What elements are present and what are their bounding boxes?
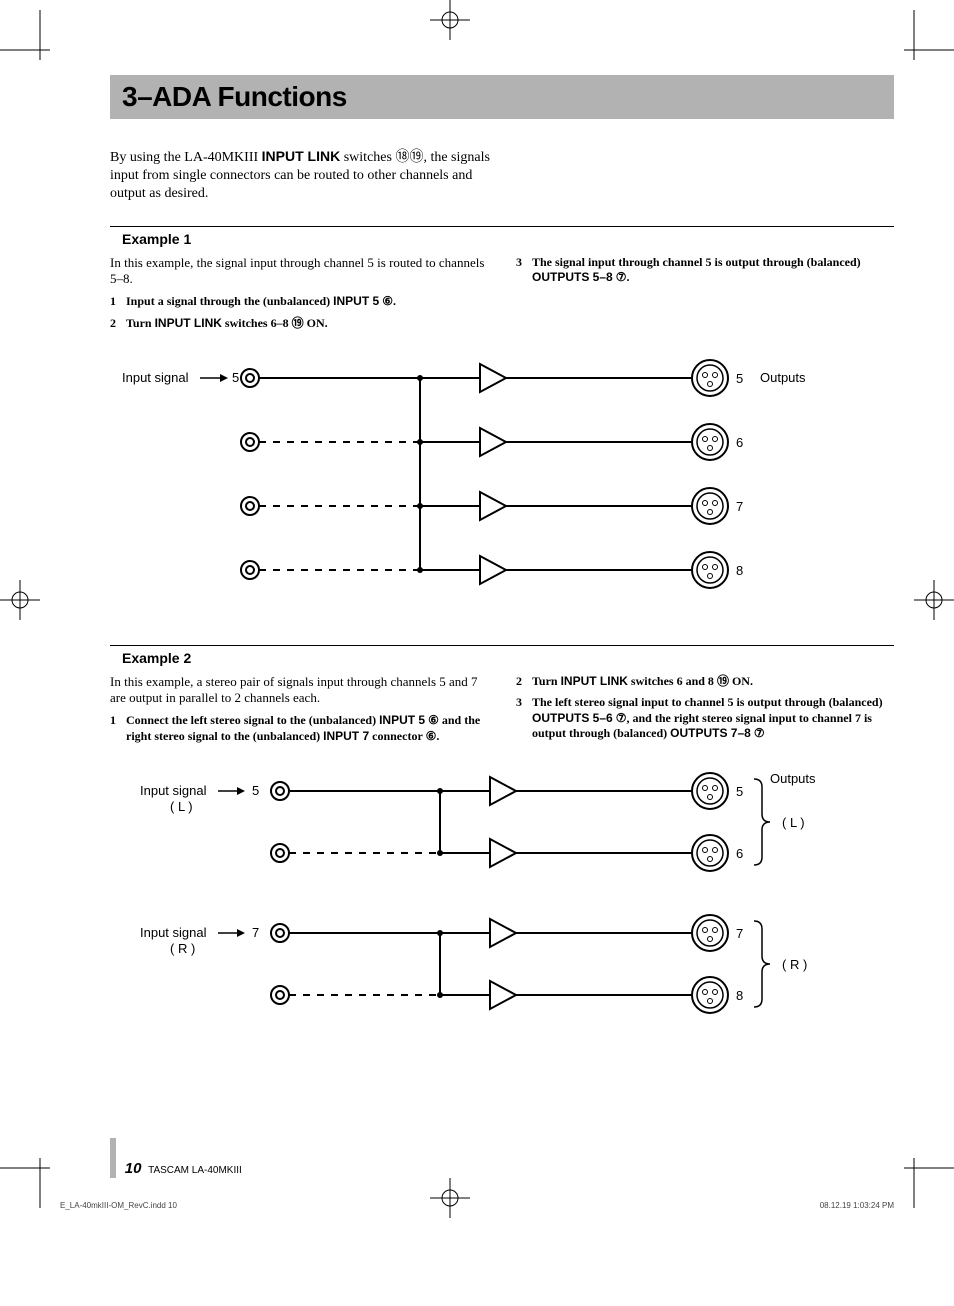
svg-text:Outputs: Outputs — [770, 771, 816, 786]
title-bar: 3–ADA Functions — [110, 75, 894, 119]
page-title: 3–ADA Functions — [122, 81, 347, 113]
rule — [110, 645, 894, 646]
svg-text:8: 8 — [736, 563, 743, 578]
prepress-info: E_LA-40mkIII-OM_RevC.indd 10 08.12.19 1:… — [60, 1201, 894, 1210]
example2-heading: Example 2 — [122, 650, 894, 666]
svg-text:5: 5 — [232, 370, 239, 385]
prepress-timestamp: 08.12.19 1:03:24 PM — [820, 1201, 894, 1210]
example1-step2: 2 Turn INPUT LINK switches 6–8 ⑲ ON. — [110, 316, 488, 332]
svg-text:Outputs: Outputs — [760, 370, 806, 385]
example2-lead: In this example, a stereo pair of signal… — [110, 674, 488, 708]
svg-text:( R ): ( R ) — [782, 957, 807, 972]
svg-text:5: 5 — [736, 784, 743, 799]
svg-text:( L ): ( L ) — [170, 799, 193, 814]
prepress-file: E_LA-40mkIII-OM_RevC.indd 10 — [60, 1201, 177, 1210]
svg-text:Input signal: Input signal — [122, 370, 189, 385]
svg-text:5: 5 — [736, 371, 743, 386]
svg-text:( L ): ( L ) — [782, 815, 805, 830]
example2-step3: 3 The left stereo signal input to channe… — [516, 695, 894, 742]
page-number: 10 — [125, 1160, 142, 1177]
example1-step1: 1 Input a signal through the (unbalanced… — [110, 294, 488, 310]
svg-text:Input signal: Input signal — [140, 783, 207, 798]
svg-text:7: 7 — [736, 499, 743, 514]
intro-text: By using the LA-40MKIII INPUT LINK switc… — [110, 147, 490, 204]
example1-lead: In this example, the signal input throug… — [110, 255, 488, 289]
example1-diagram: Input signal 5 Outputs 5 6 7 8 — [110, 350, 894, 615]
example1-body: In this example, the signal input throug… — [110, 255, 894, 338]
rule — [110, 226, 894, 227]
example1-heading: Example 1 — [122, 231, 894, 247]
svg-text:6: 6 — [736, 435, 743, 450]
footer: 10 TASCAM LA-40MKIII — [110, 1138, 894, 1178]
svg-text:5: 5 — [252, 783, 259, 798]
svg-text:7: 7 — [252, 925, 259, 940]
svg-text:7: 7 — [736, 926, 743, 941]
footer-product: TASCAM LA-40MKIII — [148, 1165, 242, 1176]
example1-step3: 3 The signal input through channel 5 is … — [516, 255, 894, 286]
svg-text:8: 8 — [736, 988, 743, 1003]
example2-body: In this example, a stereo pair of signal… — [110, 674, 894, 751]
example2-step2: 2 Turn INPUT LINK switches 6 and 8 ⑲ ON. — [516, 674, 894, 690]
page: 3–ADA Functions By using the LA-40MKIII … — [0, 0, 954, 1218]
svg-text:6: 6 — [736, 846, 743, 861]
svg-text:( R ): ( R ) — [170, 941, 195, 956]
svg-text:Input signal: Input signal — [140, 925, 207, 940]
example2-step1: 1 Connect the left stereo signal to the … — [110, 713, 488, 744]
example2-diagram: OutputsInput signal5( L )56( L )Input si… — [110, 763, 894, 1078]
